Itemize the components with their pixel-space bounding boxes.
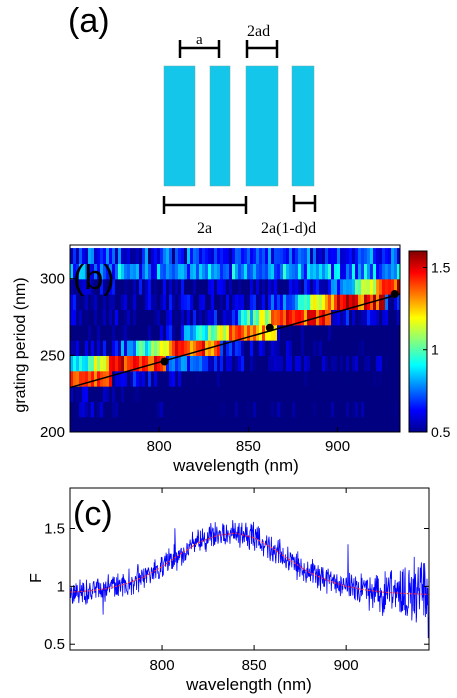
colorbar: [409, 251, 427, 432]
panel-a: (a) a 2ad 2a 2a: [68, 2, 316, 237]
panel-b-label: (b): [73, 259, 115, 297]
x-tick-label: 800: [147, 438, 172, 455]
grating-bar-3: [246, 66, 278, 186]
heatmap-xlabel: wavelength (nm): [172, 456, 299, 475]
dimension-2ad: [247, 40, 277, 58]
spectrum-plot: [70, 520, 429, 638]
spectrum-xlabel: wavelength (nm): [185, 675, 312, 694]
grating-bar-1: [164, 66, 195, 186]
dimension-2ad-label: 2ad: [247, 23, 270, 40]
spectrum-frame: [70, 488, 429, 650]
y-tick-label: 250: [40, 347, 65, 364]
x-tick-label: 850: [242, 657, 267, 674]
y-tick-label: 200: [40, 424, 65, 441]
panel-c-label: (c): [73, 495, 113, 533]
x-tick-label: 800: [150, 657, 175, 674]
spectrum-ylabel: F: [28, 573, 45, 583]
x-tick-label: 900: [325, 438, 350, 455]
y-tick-label: 1.5: [44, 521, 65, 538]
y-tick-label: 0.5: [44, 636, 65, 653]
noisy-spectrum-series: [70, 520, 429, 638]
trend-point: [161, 357, 169, 365]
grating-bar-4: [292, 66, 314, 186]
x-tick-label: 850: [236, 438, 261, 455]
heatmap-ylabel: grating period (nm): [12, 277, 29, 412]
y-tick-label: 300: [40, 271, 65, 288]
colorbar-tick-label: 1.5: [431, 259, 451, 275]
trend-point: [391, 290, 399, 298]
x-tick-label: 900: [334, 657, 359, 674]
panel-a-label: (a): [68, 2, 110, 40]
y-tick-label: 1: [57, 578, 65, 595]
panel-b: 800 850 900 200 250 300 (b) grating period (n…: [12, 245, 451, 475]
grating-bar-2: [210, 66, 230, 186]
dimension-2a1dd-label: 2a(1-d)d: [261, 220, 316, 237]
trend-point: [266, 324, 274, 332]
dimension-a-label: a: [196, 32, 203, 48]
colorbar-tick-label: 0.5: [431, 424, 451, 440]
colorbar-tick-label: 1: [431, 342, 439, 358]
dimension-2a1dd: [294, 195, 315, 212]
dimension-2a: [164, 196, 246, 214]
panel-c: 800 850 900 0.5 1 1.5 (c) F wavelength (nm): [28, 488, 429, 694]
dimension-2a-label: 2a: [197, 220, 212, 237]
